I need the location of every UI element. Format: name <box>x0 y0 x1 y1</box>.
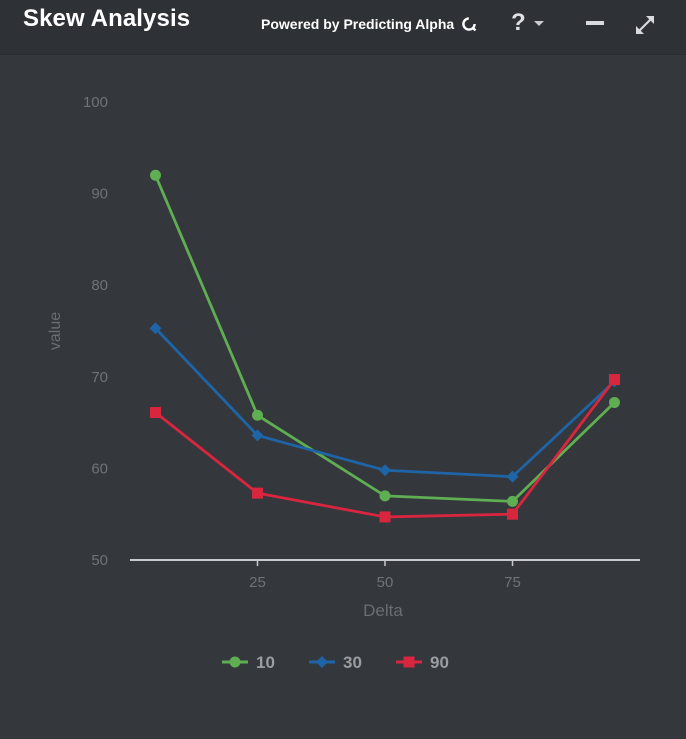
data-point-90 <box>379 511 391 523</box>
data-point-30 <box>379 464 391 477</box>
data-point-10 <box>252 409 263 421</box>
data-point-30 <box>149 322 162 335</box>
legend-label-30: 30 <box>343 653 362 672</box>
data-point-10 <box>507 495 518 507</box>
data-point-30 <box>251 429 264 442</box>
data-point-10 <box>150 169 161 181</box>
data-point-90 <box>252 487 263 499</box>
y-tick-label: 60 <box>91 460 108 477</box>
series-line-10 <box>154 174 616 503</box>
expand-icon <box>636 16 654 34</box>
data-point-10 <box>379 490 391 502</box>
x-tick-label: 75 <box>504 574 521 591</box>
panel-title: Skew Analysis <box>23 5 191 32</box>
y-axis-title: value <box>47 312 64 350</box>
powered-by[interactable]: Powered by Predicting Alpha <box>261 16 477 32</box>
legend-marker-90 <box>403 656 415 668</box>
powered-by-label: Powered by Predicting Alpha <box>261 16 455 32</box>
chevron-down-icon <box>533 20 544 26</box>
legend-marker-30 <box>316 656 328 668</box>
minimize-icon <box>586 21 604 25</box>
x-tick-label: 50 <box>377 574 394 591</box>
minimize-button[interactable] <box>585 8 605 38</box>
series-line-30 <box>154 327 616 479</box>
panel-header: Skew Analysis Powered by Predicting Alph… <box>0 0 686 55</box>
data-point-90 <box>507 508 518 520</box>
y-tick-label: 90 <box>91 186 108 203</box>
data-point-10 <box>609 396 620 408</box>
y-tick-label: 50 <box>91 552 108 569</box>
expand-button[interactable] <box>634 8 656 38</box>
legend-label-90: 90 <box>430 653 449 672</box>
y-tick-label: 100 <box>83 94 108 111</box>
skew-chart: 50 60 70 80 90 100 25 50 75 Delta value 10 30 90 <box>0 55 686 734</box>
predicting-alpha-logo-icon <box>462 17 477 32</box>
y-tick-label: 80 <box>91 277 108 294</box>
help-menu-button[interactable]: ? <box>511 8 544 38</box>
y-tick-label: 70 <box>91 369 108 386</box>
data-point-90 <box>609 374 620 386</box>
help-icon: ? <box>511 9 526 36</box>
skew-chart-svg: 50 60 70 80 90 100 25 50 75 Delta value 10 30 90 <box>47 94 640 672</box>
data-point-30 <box>506 470 519 483</box>
data-point-90 <box>150 407 161 419</box>
x-tick-label: 25 <box>249 574 266 591</box>
legend-marker-10 <box>229 656 241 668</box>
x-axis-title: Delta <box>363 601 403 620</box>
legend-label-10: 10 <box>256 653 275 672</box>
